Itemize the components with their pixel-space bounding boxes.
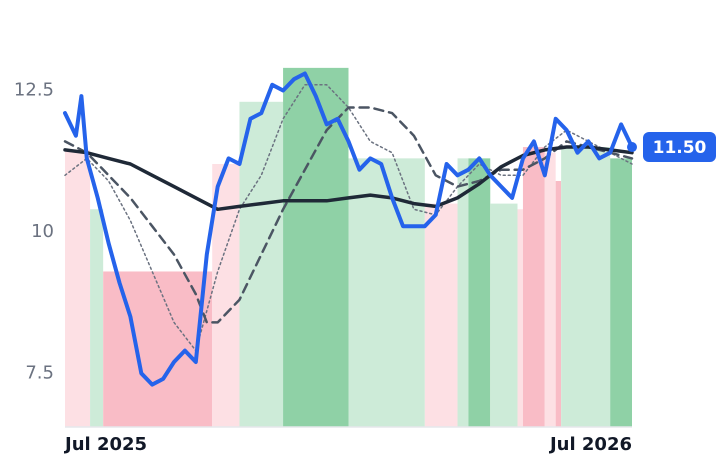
- band: [610, 158, 632, 428]
- x-tick-label: Jul 2026: [548, 434, 632, 455]
- series-line: [63, 71, 634, 387]
- band: [544, 152, 556, 428]
- band: [90, 209, 104, 427]
- last-value-badge: [643, 132, 716, 163]
- band: [490, 203, 518, 427]
- band: [561, 147, 611, 427]
- band: [468, 158, 491, 428]
- x-tick-label: Jul 2025: [63, 434, 147, 455]
- y-tick-label: 7.5: [25, 362, 54, 383]
- band: [522, 147, 545, 427]
- last-point: [627, 142, 637, 153]
- band: [103, 271, 213, 427]
- band: [457, 158, 469, 428]
- y-tick-label: 12.5: [14, 79, 54, 100]
- band: [517, 209, 523, 427]
- band: [424, 203, 458, 427]
- last-value-label: 11.50: [653, 138, 707, 158]
- band: [239, 101, 284, 427]
- y-tick-label: 10: [31, 221, 54, 242]
- band: [65, 149, 91, 427]
- band: [283, 67, 349, 427]
- band: [555, 180, 562, 427]
